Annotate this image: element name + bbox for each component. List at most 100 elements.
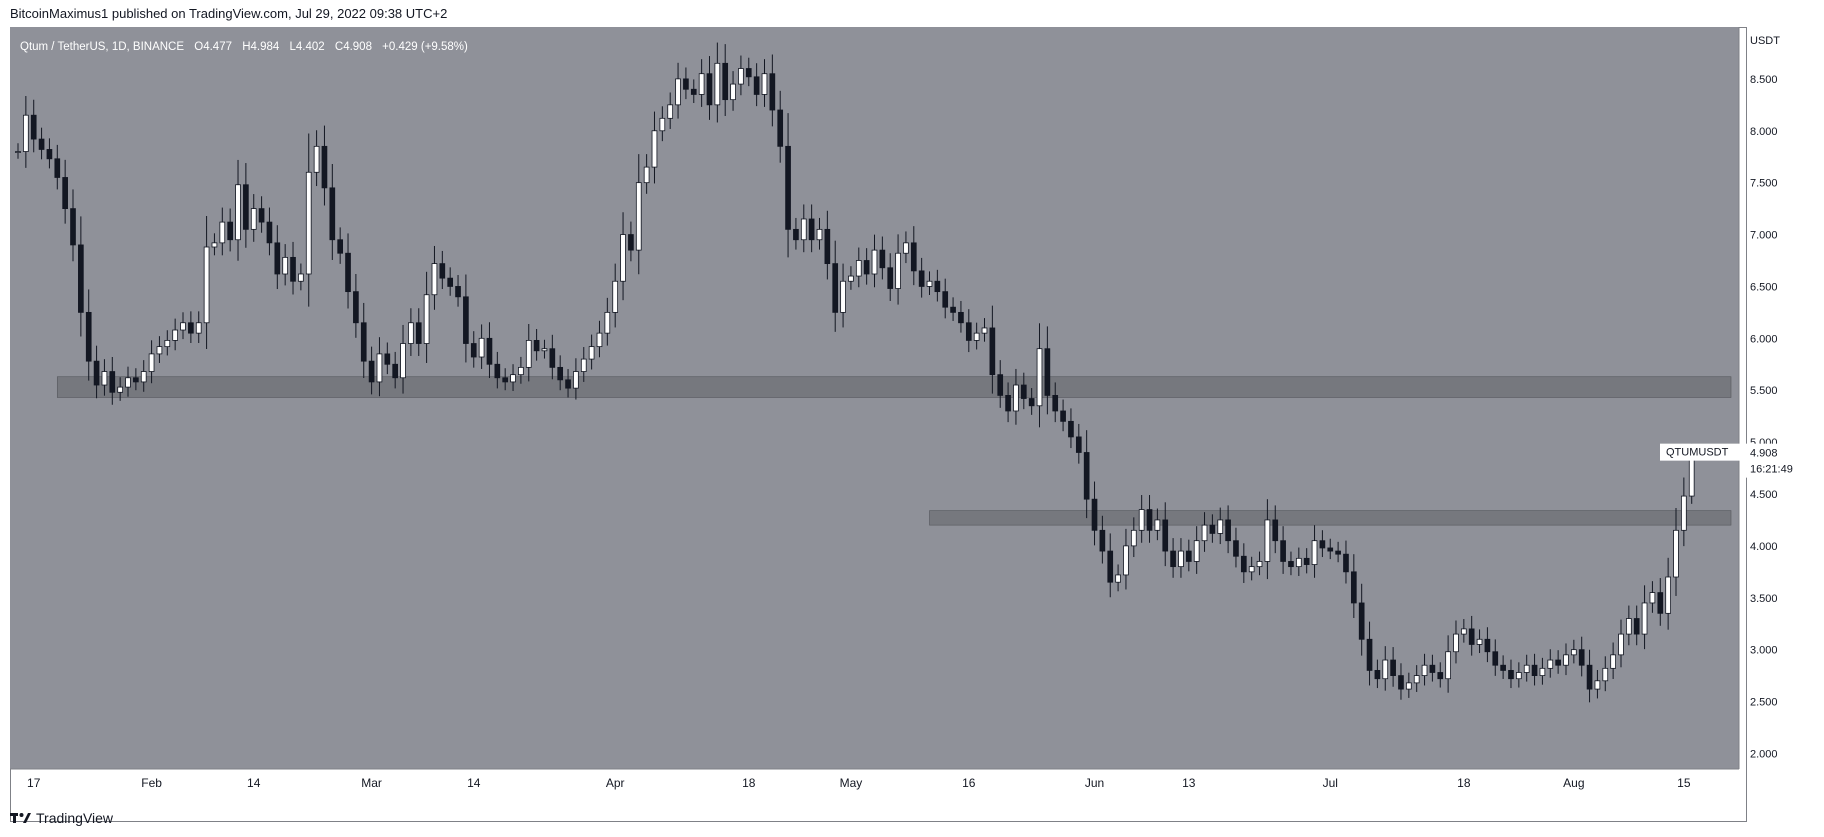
candle — [549, 334, 556, 380]
price-tick-label: 3.000 — [1750, 645, 1778, 657]
time-axis[interactable]: 17 Feb 14 Mar 14 Apr 18 May 16 Jun 13 Jul 18 Aug 15 — [27, 776, 1691, 790]
candle — [360, 302, 367, 379]
candle — [958, 300, 964, 333]
candle — [1060, 399, 1066, 432]
candle — [1240, 543, 1247, 583]
candle — [1626, 605, 1632, 646]
candle — [1130, 517, 1137, 558]
price-tick-label: 7.500 — [1750, 178, 1778, 190]
candle — [329, 163, 336, 260]
candle — [345, 233, 351, 309]
candle — [70, 189, 76, 262]
candle — [863, 248, 870, 285]
candle — [211, 233, 218, 256]
candle — [769, 54, 776, 127]
candles — [15, 42, 1695, 703]
price-axis[interactable]: USDT2.0002.5003.0003.5004.0004.5005.0005… — [1750, 35, 1780, 760]
candle — [1154, 508, 1161, 541]
candle — [698, 59, 705, 107]
candle — [172, 318, 178, 351]
candle — [1476, 629, 1483, 654]
candle — [1578, 636, 1585, 677]
candle — [1374, 659, 1381, 689]
candle — [1146, 495, 1153, 543]
time-tick-label: 17 — [27, 776, 41, 790]
candle — [518, 356, 524, 384]
candle — [423, 271, 430, 363]
price-tick-label: 8.500 — [1750, 74, 1778, 86]
candle — [219, 207, 226, 256]
candle — [1602, 656, 1609, 692]
candle — [30, 99, 37, 153]
candle — [1280, 526, 1286, 574]
candle — [903, 231, 909, 264]
candle — [1366, 621, 1373, 686]
candle — [965, 309, 972, 353]
candle — [738, 55, 744, 96]
candle — [1343, 540, 1349, 584]
candle — [832, 240, 839, 332]
candle — [321, 125, 328, 206]
candle — [1233, 527, 1239, 568]
candle — [148, 340, 155, 384]
candle — [1248, 556, 1255, 581]
legend-low-label: L — [289, 41, 296, 53]
candle — [266, 207, 273, 256]
candle — [1115, 564, 1121, 592]
candle — [156, 336, 163, 363]
candle — [1492, 639, 1499, 676]
price-tick-label: 4.500 — [1750, 489, 1778, 501]
candle — [1335, 541, 1341, 563]
publish-info: BitcoinMaximus1 published on TradingView… — [10, 6, 448, 21]
candle — [573, 358, 579, 400]
candle — [431, 245, 438, 310]
candle — [793, 217, 799, 250]
legend-low-value: 4.402 — [296, 41, 325, 53]
time-tick-label: 18 — [1457, 776, 1471, 790]
candle — [997, 360, 1004, 408]
candle — [1099, 515, 1106, 564]
candle — [926, 271, 933, 296]
bar-countdown: 16:21:49 — [1750, 464, 1793, 476]
candle — [125, 366, 131, 397]
candle — [973, 322, 980, 350]
candle — [588, 334, 595, 370]
time-tick-label: Jul — [1323, 776, 1338, 790]
time-tick-label: May — [840, 776, 863, 790]
time-tick-label: Jun — [1085, 776, 1104, 790]
symbol-name: QTUMUSDT — [1666, 447, 1729, 459]
time-tick-label: 13 — [1182, 776, 1196, 790]
candle — [1555, 650, 1561, 674]
candle — [620, 212, 626, 301]
candle — [1068, 408, 1074, 449]
candle — [85, 289, 92, 381]
time-tick-label: 14 — [247, 776, 261, 790]
time-tick-label: 14 — [467, 776, 481, 790]
candle — [1405, 672, 1412, 698]
candle — [282, 244, 289, 286]
candle — [1421, 653, 1428, 686]
candle — [455, 275, 461, 307]
candle — [384, 342, 391, 375]
candle — [502, 368, 509, 391]
candle — [1398, 663, 1404, 700]
candle — [604, 297, 611, 346]
legend-close-value: 4.908 — [343, 41, 372, 53]
candle — [1531, 653, 1538, 686]
tradingview-logo-icon — [10, 811, 32, 825]
legend-open-value: 4.477 — [203, 41, 232, 53]
candle — [1185, 539, 1192, 572]
candle — [1201, 512, 1208, 552]
candle — [1178, 538, 1184, 578]
last-price: 4.908 — [1750, 448, 1778, 460]
footer[interactable]: TradingView — [10, 810, 113, 826]
candle — [1649, 581, 1656, 613]
candle — [1484, 627, 1491, 663]
candle — [313, 130, 320, 187]
candle — [1044, 326, 1051, 415]
candle — [415, 308, 422, 356]
candle — [628, 221, 634, 262]
candle — [580, 347, 587, 382]
price-tick-label: 6.500 — [1750, 281, 1778, 293]
